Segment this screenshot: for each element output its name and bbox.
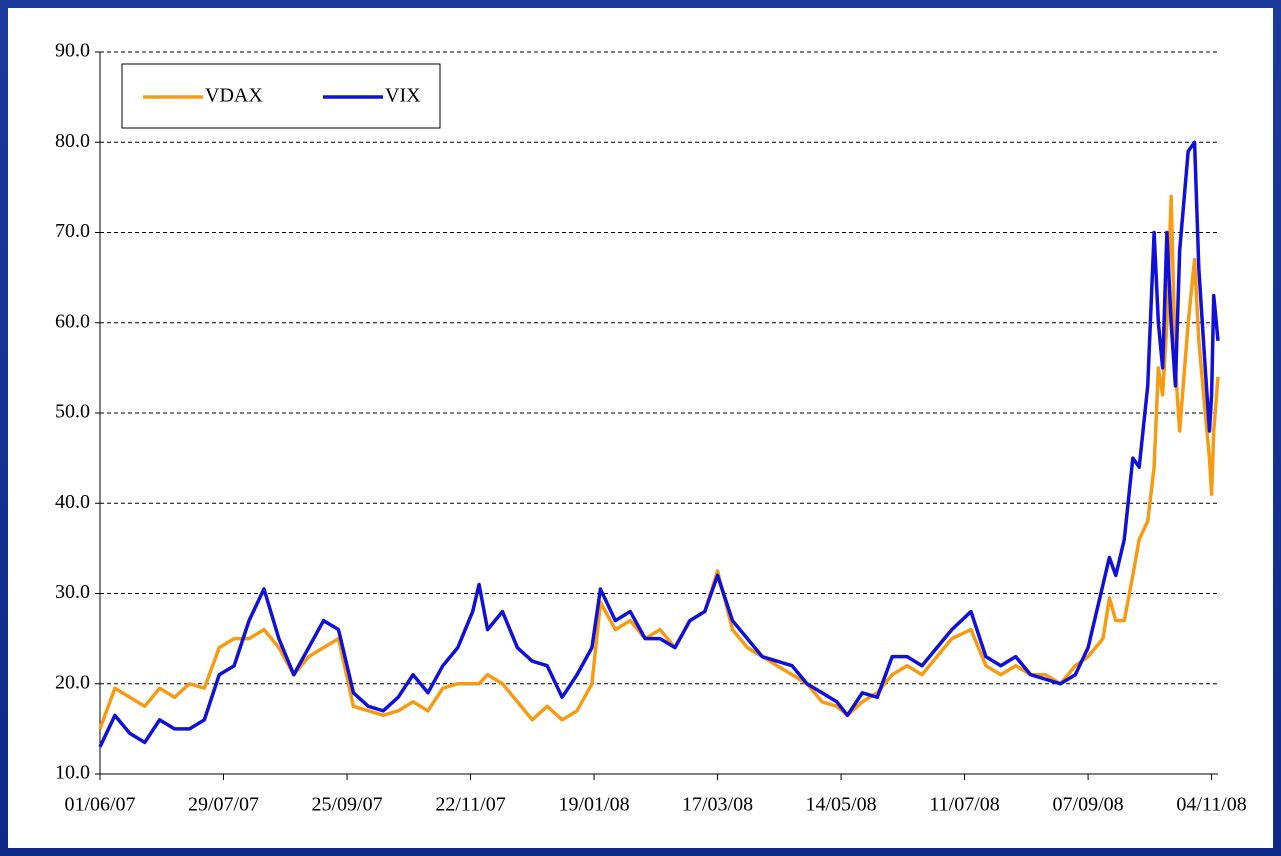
- line: [98, 140, 1220, 748]
- y-tick-label: 80.0: [55, 130, 90, 152]
- legend-label: VDAX: [205, 85, 263, 107]
- x-tick-label: 22/11/07: [435, 794, 505, 816]
- y-tick-label: 70.0: [55, 220, 90, 242]
- y-tick-label: 20.0: [55, 671, 90, 693]
- line: [98, 194, 1220, 730]
- x-tick-label: 29/07/07: [188, 794, 259, 816]
- x-tick-label: 14/05/08: [806, 794, 877, 816]
- x-tick-label: 17/03/08: [682, 794, 753, 816]
- x-tick-label: 07/09/08: [1053, 794, 1124, 816]
- y-tick-label: 90.0: [55, 40, 90, 62]
- legend-label: VIX: [385, 85, 421, 107]
- y-tick-label: 60.0: [55, 310, 90, 332]
- y-tick-label: 50.0: [55, 401, 90, 423]
- x-tick-label: 11/07/08: [929, 794, 999, 816]
- y-tick-label: 10.0: [55, 762, 90, 784]
- panel: [8, 8, 1273, 848]
- x-tick-label: 04/11/08: [1176, 794, 1246, 816]
- x-tick-label: 01/06/07: [64, 794, 135, 816]
- y-tick-label: 40.0: [55, 491, 90, 513]
- x-tick-label: 19/01/08: [558, 794, 629, 816]
- x-tick-label: 25/09/07: [311, 794, 382, 816]
- y-tick-label: 30.0: [55, 581, 90, 603]
